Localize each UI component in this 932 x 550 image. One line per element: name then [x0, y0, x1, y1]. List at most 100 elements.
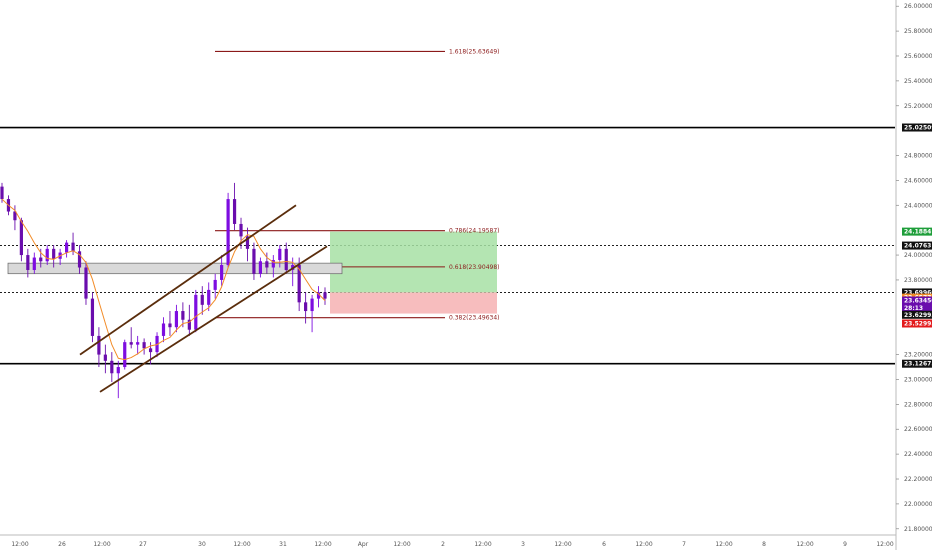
- price-badge: [902, 227, 932, 236]
- x-tick-label: 7: [682, 541, 686, 548]
- y-tick-label: 22.00000: [904, 501, 932, 508]
- price-badge: [902, 303, 932, 312]
- candle-body: [71, 242, 75, 252]
- price-axis: 26.00000 25.80000 25.60000 25.40000 25.20000…: [895, 0, 932, 550]
- x-tick-label: 3: [521, 541, 525, 548]
- candle-body: [103, 354, 107, 361]
- candle-body: [26, 255, 30, 270]
- candle-body: [0, 186, 4, 200]
- candle-body: [194, 294, 198, 330]
- candle-body: [129, 342, 133, 345]
- target-zone: [330, 231, 497, 293]
- price-badge: [902, 296, 932, 305]
- candle-body: [136, 342, 140, 345]
- x-tick-label: 2: [441, 541, 445, 548]
- channel-upper: [79, 204, 297, 356]
- candle-body: [39, 257, 43, 262]
- candle-body: [84, 267, 88, 299]
- y-tick-label: 24.80000: [904, 153, 932, 160]
- candle-body: [181, 311, 185, 320]
- candle-body: [323, 292, 327, 299]
- y-tick-label: 22.60000: [904, 426, 932, 433]
- x-tick-label: 12:00: [393, 541, 410, 548]
- fib-label: 0.382(23.49634): [449, 315, 500, 322]
- price-badge-label: 24.18841: [904, 229, 932, 236]
- price-badge: [902, 319, 932, 328]
- x-tick-label: 12:00: [474, 541, 491, 548]
- candle-body: [123, 342, 127, 368]
- x-tick-label: 12:00: [796, 541, 813, 548]
- price-badge: [902, 123, 932, 132]
- fib-label: 0.786(24.19587): [449, 228, 500, 235]
- candle-body: [310, 298, 314, 312]
- channel-lines: [79, 204, 328, 393]
- price-badge-label: 25.02509: [904, 125, 932, 132]
- candle-body: [213, 279, 217, 290]
- x-tick-label: Apr: [358, 541, 369, 548]
- price-badge-label: 23.12675: [904, 361, 932, 368]
- candle-body: [284, 248, 288, 270]
- y-tick-label: 25.60000: [904, 53, 932, 60]
- x-tick-label: 12:00: [635, 541, 652, 548]
- candle-body: [232, 199, 237, 224]
- x-tick-label: 12:00: [93, 541, 110, 548]
- ma-line: [1, 198, 326, 361]
- y-tick-label: 22.80000: [904, 401, 932, 408]
- x-tick-label: 12:00: [11, 541, 28, 548]
- x-tick-label: 12:00: [554, 541, 571, 548]
- x-tick-label: 12:00: [715, 541, 732, 548]
- y-tick-label: 25.20000: [904, 103, 932, 110]
- price-badge-label: 24.07631: [904, 243, 932, 250]
- y-tick-label: 26.00000: [904, 3, 932, 10]
- fib-label: 1.618(25.63649): [449, 48, 500, 55]
- y-tick-label: 22.20000: [904, 476, 932, 483]
- candle-body: [278, 248, 282, 261]
- moving-average: [1, 198, 326, 361]
- candle-body: [90, 298, 95, 336]
- channel-lower: [99, 245, 328, 393]
- candle-body: [174, 311, 179, 328]
- candles: [0, 182, 327, 399]
- time-axis: 12:00 26 12:00 27 30 12:00 31 12:00 Apr 12:00 2 12:…: [0, 534, 896, 548]
- y-tick-label: 23.00000: [904, 376, 932, 383]
- y-tick-label: 24.60000: [904, 177, 932, 184]
- candle-body: [239, 223, 243, 237]
- candle-body: [52, 248, 56, 259]
- x-tick-label: 12:00: [233, 541, 250, 548]
- candle-body: [271, 260, 275, 268]
- candle-body: [13, 211, 17, 221]
- candle-body: [252, 248, 256, 274]
- x-tick-label: 12:00: [876, 541, 893, 548]
- candle-body: [142, 342, 146, 349]
- candle-body: [97, 335, 101, 355]
- stop-zone: [330, 292, 497, 314]
- x-tick-label: 30: [198, 541, 206, 548]
- y-tick-label: 25.80000: [904, 28, 932, 35]
- candle-body: [258, 261, 262, 274]
- price-badge: [902, 288, 932, 297]
- y-tick-label: 21.80000: [904, 526, 932, 533]
- price-badge-label: 23.69960: [904, 289, 932, 296]
- y-tick-label: 24.00000: [904, 252, 932, 259]
- x-tick-label: 26: [58, 541, 66, 548]
- price-badge-label: 23.62995: [904, 312, 932, 319]
- candle-body: [187, 319, 191, 330]
- x-tick-label: 27: [139, 541, 147, 548]
- candle-body: [161, 323, 166, 336]
- price-badge-label: 28:13: [904, 305, 923, 312]
- support-box: [7, 262, 343, 275]
- candle-body: [116, 367, 120, 374]
- candle-body: [77, 251, 82, 268]
- x-tick-label: 8: [762, 541, 766, 548]
- price-badge: [902, 241, 932, 250]
- candle-body: [110, 360, 114, 374]
- price-badge: [902, 310, 932, 319]
- y-tick-label: 23.20000: [904, 352, 932, 359]
- y-tick-label: 23.80000: [904, 277, 932, 284]
- fib-label: 0.618(23.90498): [449, 264, 500, 271]
- x-tick-label: 12:00: [314, 541, 331, 548]
- candle-body: [207, 289, 211, 305]
- candle-body: [265, 261, 269, 268]
